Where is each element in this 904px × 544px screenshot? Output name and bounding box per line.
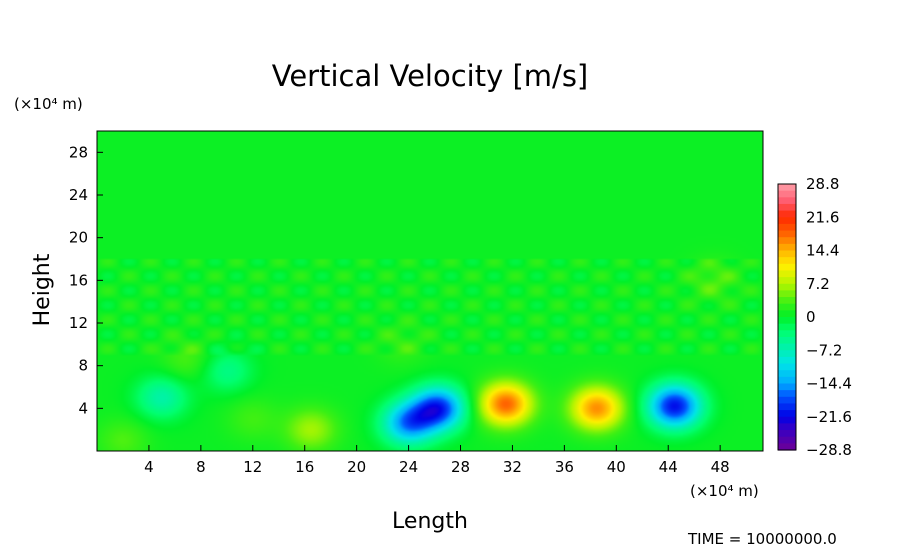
colorbar-band <box>778 390 796 398</box>
chart-title: Vertical Velocity [m/s] <box>272 59 589 93</box>
y-tick-label: 8 <box>78 357 88 375</box>
y-tick-label: 4 <box>78 399 88 417</box>
colorbar-tick-label: −28.8 <box>806 441 852 459</box>
time-label: TIME = 10000000.0 <box>687 530 837 544</box>
colorbar-tick-label: 21.6 <box>806 208 839 226</box>
colorbar-band <box>778 184 796 192</box>
colorbar-band <box>778 203 796 212</box>
colorbar-band <box>778 376 796 385</box>
x-tick-label: 32 <box>503 458 522 476</box>
colorbar-band <box>778 336 796 345</box>
colorbar-band <box>778 416 796 424</box>
x-axis-ticks: 4 8 12 16 20 24 28 32 36 40 44 48 <box>144 445 730 476</box>
colorbar-tick-label: 7.2 <box>806 275 830 293</box>
colorbar-band <box>778 343 796 351</box>
x-tick-label: 48 <box>711 458 730 476</box>
colorbar-band <box>778 297 796 305</box>
colorbar-band <box>778 283 796 291</box>
y-tick-label: 16 <box>69 271 88 289</box>
heatmap-image <box>97 131 763 451</box>
colorbar-tick-label: 14.4 <box>806 242 839 260</box>
colorbar-band <box>778 443 796 451</box>
colorbar-band <box>778 370 796 378</box>
colorbar-tick-label: 0 <box>806 308 816 326</box>
y-axis-ticks: 4 8 12 16 20 24 28 <box>69 143 103 417</box>
colorbar-band <box>778 350 796 358</box>
colorbar-band <box>778 190 796 198</box>
y-tick-label: 28 <box>69 143 88 161</box>
colorbar-band <box>778 243 796 252</box>
colorbar-band <box>778 230 796 238</box>
colorbar-band <box>778 237 796 245</box>
colorbar-band <box>778 263 796 272</box>
y-axis-unit: (×10⁴ m) <box>14 95 83 113</box>
colorbar-band <box>778 323 796 331</box>
colorbar-band <box>778 270 796 278</box>
colorbar-frame <box>777 183 797 451</box>
x-tick-label: 16 <box>295 458 314 476</box>
y-tick-label: 12 <box>69 314 88 332</box>
x-tick-label: 4 <box>144 458 154 476</box>
colorbar-tick-label: 28.8 <box>806 175 839 193</box>
colorbar-tick-label: −21.6 <box>806 408 852 426</box>
colorbar-band <box>778 250 796 258</box>
x-tick-label: 40 <box>607 458 626 476</box>
colorbar-band <box>778 310 796 318</box>
y-axis-label: Height <box>30 253 55 326</box>
colorbar-band <box>778 210 796 218</box>
y-tick-label: 24 <box>69 186 88 204</box>
colorbar-band <box>778 430 796 438</box>
colorbar-labels: 28.8 21.6 14.4 7.2 0 −7.2 −14.4 −21.6 −28.8 <box>806 175 852 459</box>
x-tick-label: 20 <box>347 458 366 476</box>
colorbar-band <box>778 223 796 232</box>
x-axis-label: Length <box>392 509 468 534</box>
colorbar-band <box>778 290 796 298</box>
y-tick-label: 20 <box>69 229 88 247</box>
colorbar-tick-label: −14.4 <box>806 375 852 393</box>
x-tick-label: 44 <box>659 458 678 476</box>
x-tick-label: 24 <box>399 458 418 476</box>
colorbar-band <box>778 217 796 225</box>
colorbar-band <box>778 383 796 391</box>
x-tick-label: 8 <box>196 458 206 476</box>
colorbar-band <box>778 396 796 405</box>
colorbar-band <box>778 197 796 205</box>
colorbar-tick-label: −7.2 <box>806 341 842 359</box>
colorbar-band <box>778 363 796 371</box>
x-tick-label: 12 <box>243 458 262 476</box>
x-tick-label: 36 <box>555 458 574 476</box>
x-axis-unit: (×10⁴ m) <box>690 482 759 500</box>
colorbar-band <box>778 356 796 365</box>
colorbar-band <box>778 410 796 418</box>
colorbar: 28.8 21.6 14.4 7.2 0 −7.2 −14.4 −21.6 −28.8 <box>777 175 852 459</box>
x-tick-label: 28 <box>451 458 470 476</box>
colorbar-band <box>778 277 796 285</box>
colorbar-band <box>778 403 796 411</box>
colorbar-band <box>778 436 796 444</box>
colorbar-bands <box>778 184 796 451</box>
colorbar-band <box>778 330 796 338</box>
colorbar-band <box>778 423 796 431</box>
heatmap-plot-area <box>96 130 764 452</box>
plot-frame <box>96 130 764 452</box>
colorbar-band <box>778 257 796 265</box>
colorbar-band <box>778 317 796 325</box>
colorbar-band <box>778 303 796 311</box>
